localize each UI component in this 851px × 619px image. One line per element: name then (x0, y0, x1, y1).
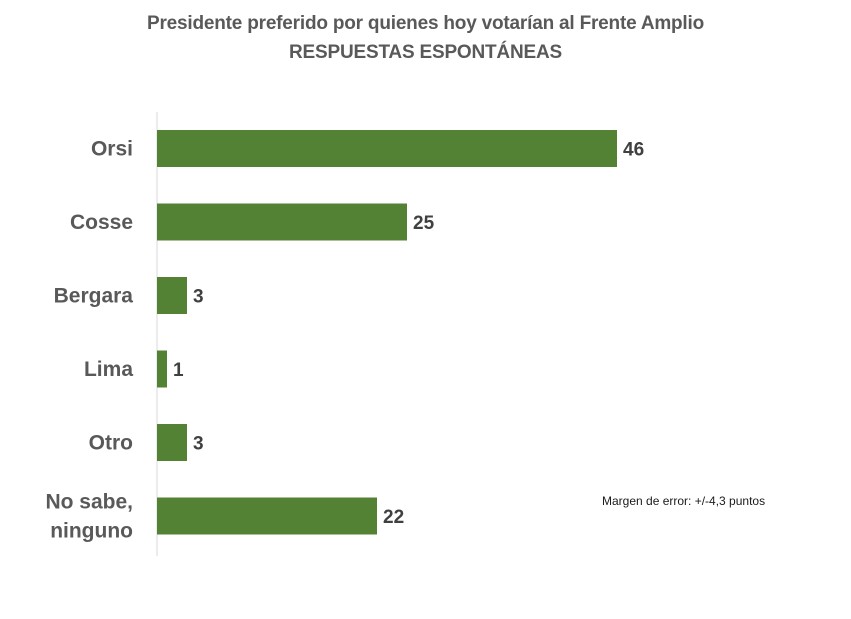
bar (157, 203, 407, 241)
category-label: Orsi (91, 138, 133, 161)
category-label: Cosse (70, 211, 133, 234)
data-label: 46 (623, 140, 644, 161)
category-label: Otro (89, 432, 133, 455)
data-label: 3 (193, 434, 204, 455)
chart-subtitle: RESPUESTAS ESPONTÁNEAS (289, 42, 562, 63)
bar (157, 497, 377, 535)
data-label: 3 (193, 287, 204, 308)
data-label: 22 (383, 507, 404, 528)
data-label: 25 (413, 213, 435, 234)
category-label: Bergara (54, 285, 134, 308)
bar (157, 424, 187, 461)
bar (157, 350, 167, 388)
chart-title: Presidente preferido por quienes hoy vot… (146, 13, 705, 34)
category-label: Lima (84, 358, 133, 381)
margin-of-error-note: Margen de error: +/-4,3 puntos (602, 494, 766, 508)
bar (157, 277, 187, 314)
category-label: No sabe, ninguno (45, 491, 133, 543)
data-label: 1 (173, 360, 184, 381)
bar (157, 130, 617, 167)
